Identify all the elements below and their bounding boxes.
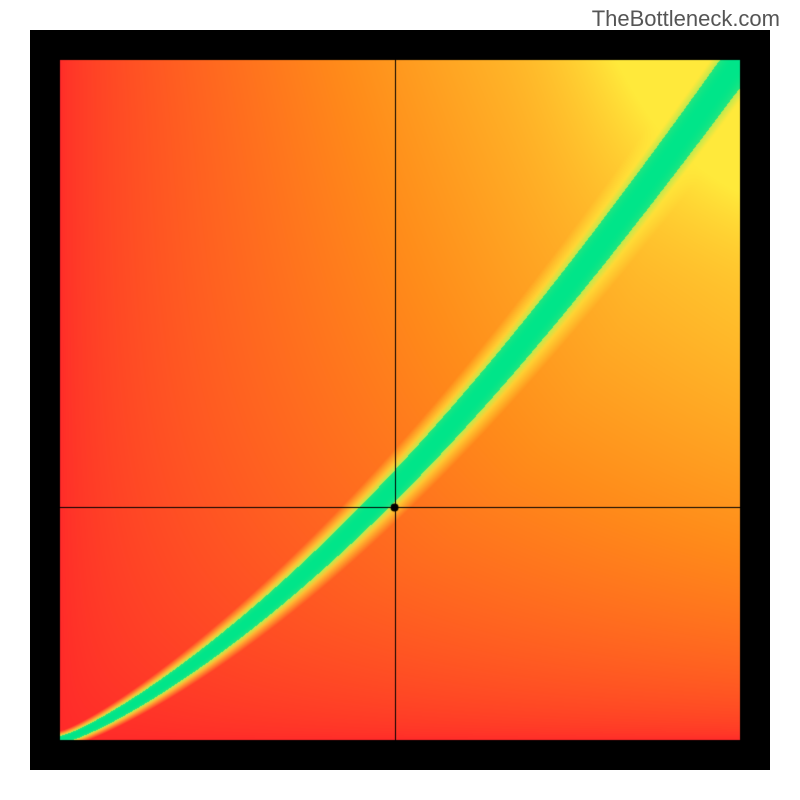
chart-container: TheBottleneck.com xyxy=(0,0,800,800)
watermark-text: TheBottleneck.com xyxy=(592,6,780,32)
chart-outer-frame xyxy=(30,30,770,770)
heatmap-canvas xyxy=(30,30,770,770)
